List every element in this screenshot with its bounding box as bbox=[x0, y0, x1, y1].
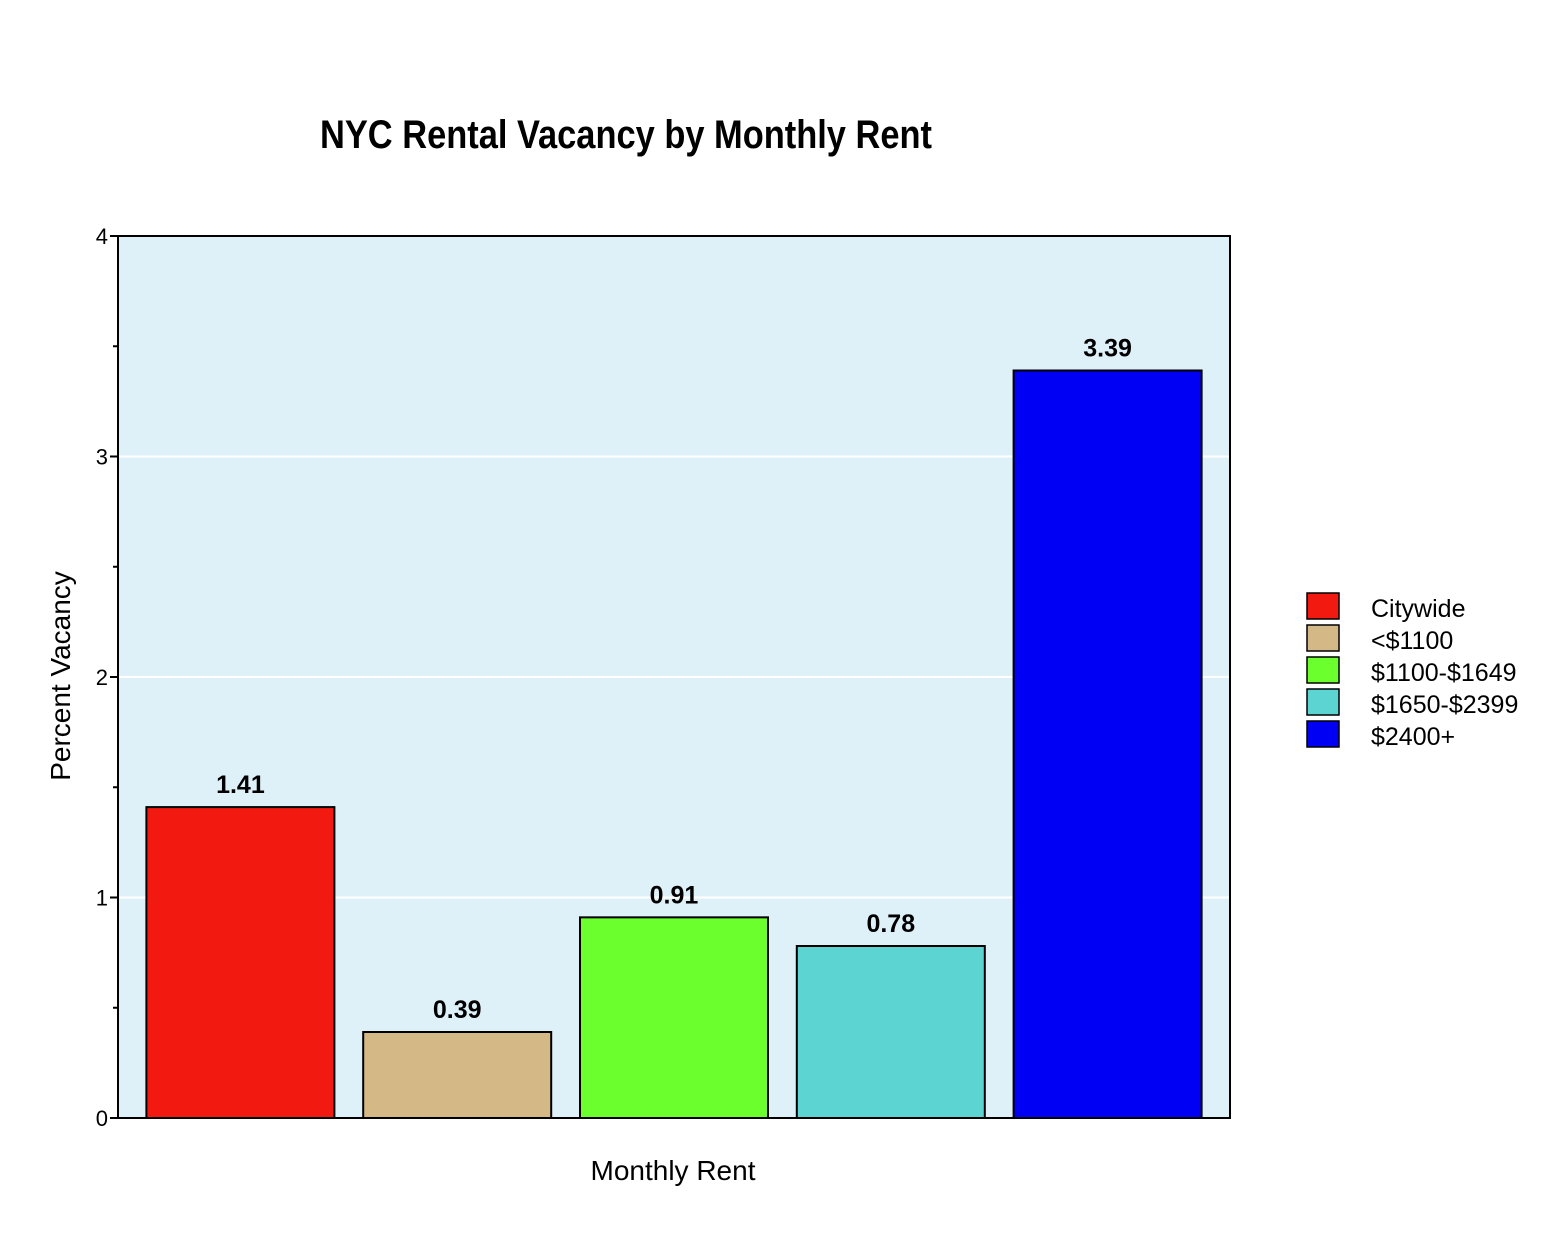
bar bbox=[579, 916, 769, 1119]
bar-value-label: 0.91 bbox=[650, 881, 699, 909]
legend-label: $2400+ bbox=[1371, 723, 1455, 751]
legend-swatch bbox=[1306, 656, 1340, 684]
x-axis-label: Monthly Rent bbox=[591, 1155, 756, 1186]
bars bbox=[145, 369, 1203, 1120]
legend-swatch bbox=[1306, 720, 1340, 748]
y-axis-ticks: 0 1 2 3 4 bbox=[96, 224, 118, 1131]
legend-swatch bbox=[1306, 624, 1340, 652]
y-tick-label: 0 bbox=[96, 1106, 108, 1131]
value-labels: 1.41 0.39 0.91 0.78 3.39 bbox=[216, 335, 1132, 1025]
legend-swatch bbox=[1306, 592, 1340, 620]
chart-title: NYC Rental Vacancy by Monthly Rent bbox=[320, 113, 932, 157]
bar bbox=[145, 806, 336, 1119]
legend-label: <$1100 bbox=[1371, 627, 1453, 655]
bar bbox=[795, 945, 986, 1120]
y-tick-label: 4 bbox=[96, 224, 108, 249]
bar bbox=[1012, 369, 1203, 1119]
y-tick-label: 3 bbox=[96, 445, 108, 470]
y-tick-label: 2 bbox=[96, 665, 108, 690]
y-tick-label: 1 bbox=[96, 886, 108, 911]
legend-label: $1650-$2399 bbox=[1371, 691, 1518, 719]
bar-value-label: 3.39 bbox=[1083, 335, 1132, 363]
legend-swatch bbox=[1306, 688, 1340, 716]
legend-label: Citywide bbox=[1371, 595, 1465, 623]
bar-value-label: 0.78 bbox=[866, 910, 915, 938]
legend-label: $1100-$1649 bbox=[1371, 659, 1517, 687]
y-axis-label: Percent Vacancy bbox=[45, 571, 76, 781]
bar-value-label: 1.41 bbox=[216, 771, 265, 799]
bar-value-label: 0.39 bbox=[433, 996, 482, 1024]
legend: Citywide <$1100 $1100-$1649 $1650-$2399 $240… bbox=[1306, 592, 1518, 751]
bar bbox=[362, 1031, 553, 1120]
